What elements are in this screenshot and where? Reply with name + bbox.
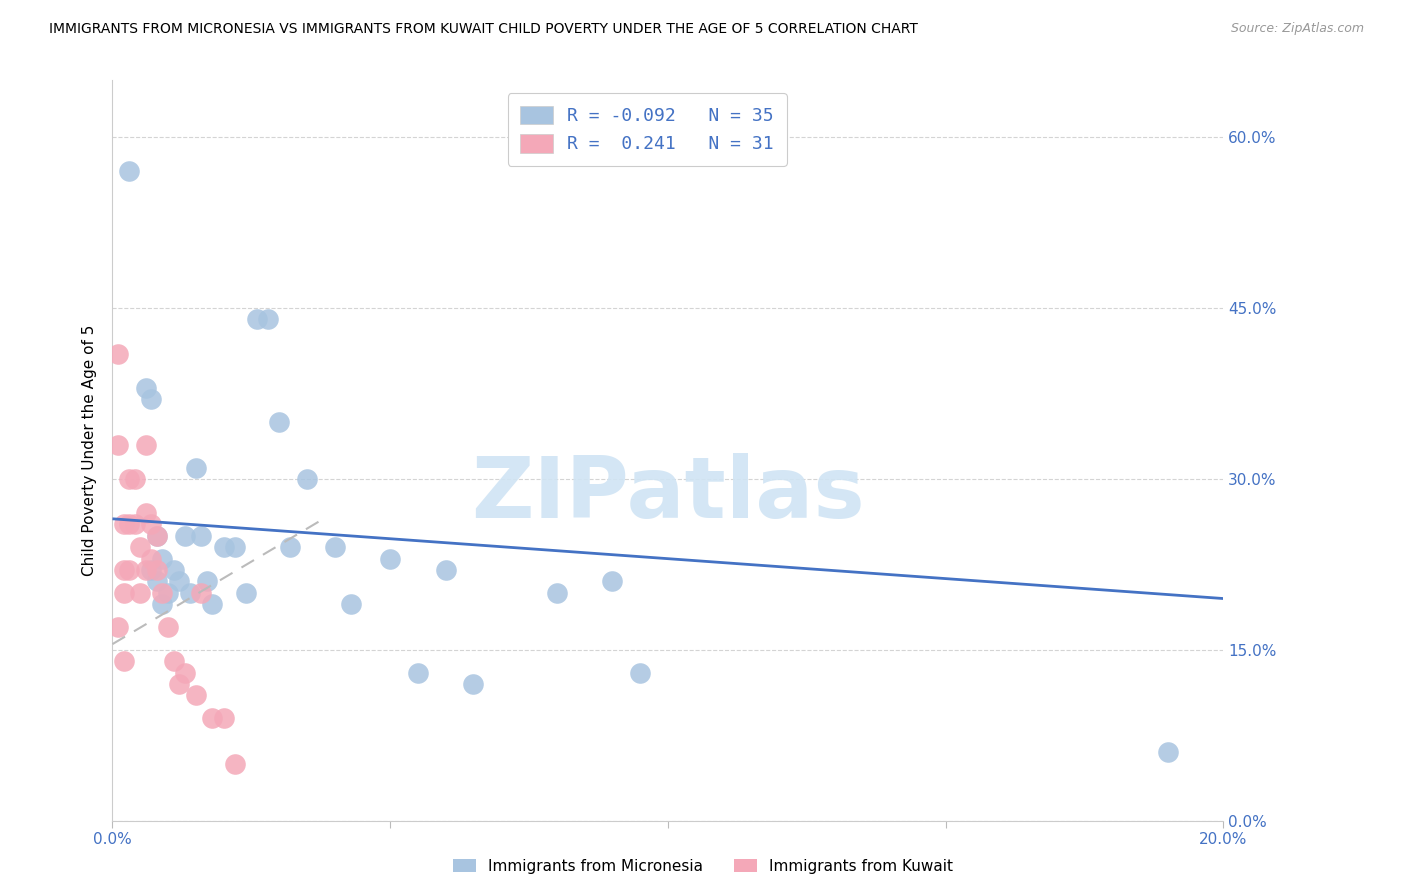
Point — [167, 574, 190, 589]
Point — [380, 551, 402, 566]
Point — [173, 665, 195, 680]
Point — [118, 517, 141, 532]
Point — [141, 517, 163, 532]
Point — [212, 711, 235, 725]
Point — [1156, 745, 1178, 759]
Point — [112, 563, 135, 577]
Point — [340, 597, 363, 611]
Point — [184, 689, 207, 703]
Point — [146, 529, 169, 543]
Point — [112, 654, 135, 668]
Point — [107, 620, 129, 634]
Point — [212, 541, 235, 555]
Point — [152, 597, 174, 611]
Legend: R = -0.092   N = 35, R =  0.241   N = 31: R = -0.092 N = 35, R = 0.241 N = 31 — [508, 93, 786, 166]
Point — [162, 654, 184, 668]
Point — [224, 541, 246, 555]
Point — [546, 586, 568, 600]
Point — [112, 586, 135, 600]
Y-axis label: Child Poverty Under the Age of 5: Child Poverty Under the Age of 5 — [82, 325, 97, 576]
Point — [129, 541, 152, 555]
Point — [201, 597, 224, 611]
Point — [118, 563, 141, 577]
Point — [173, 529, 195, 543]
Point — [135, 506, 157, 520]
Text: IMMIGRANTS FROM MICRONESIA VS IMMIGRANTS FROM KUWAIT CHILD POVERTY UNDER THE AGE: IMMIGRANTS FROM MICRONESIA VS IMMIGRANTS… — [49, 22, 918, 37]
Point — [184, 460, 207, 475]
Point — [257, 312, 280, 326]
Point — [129, 586, 152, 600]
Point — [146, 563, 169, 577]
Point — [124, 472, 146, 486]
Point — [195, 574, 218, 589]
Legend: Immigrants from Micronesia, Immigrants from Kuwait: Immigrants from Micronesia, Immigrants f… — [447, 853, 959, 880]
Point — [224, 756, 246, 771]
Point — [246, 312, 269, 326]
Point — [141, 551, 163, 566]
Point — [162, 563, 184, 577]
Point — [267, 415, 291, 429]
Point — [157, 620, 180, 634]
Point — [278, 541, 301, 555]
Point — [135, 438, 157, 452]
Point — [118, 472, 141, 486]
Point — [179, 586, 201, 600]
Point — [118, 164, 141, 178]
Point — [152, 586, 174, 600]
Point — [135, 381, 157, 395]
Text: ZIPatlas: ZIPatlas — [471, 453, 865, 536]
Point — [323, 541, 346, 555]
Point — [141, 392, 163, 407]
Point — [112, 517, 135, 532]
Point — [201, 711, 224, 725]
Point — [463, 677, 485, 691]
Point — [167, 677, 190, 691]
Point — [190, 529, 212, 543]
Point — [107, 438, 129, 452]
Point — [602, 574, 624, 589]
Point — [141, 563, 163, 577]
Point — [124, 517, 146, 532]
Point — [628, 665, 651, 680]
Point — [434, 563, 457, 577]
Text: Source: ZipAtlas.com: Source: ZipAtlas.com — [1230, 22, 1364, 36]
Point — [146, 574, 169, 589]
Point — [157, 586, 180, 600]
Point — [152, 551, 174, 566]
Point — [135, 563, 157, 577]
Point — [107, 346, 129, 360]
Point — [235, 586, 257, 600]
Point — [146, 529, 169, 543]
Point — [295, 472, 318, 486]
Point — [190, 586, 212, 600]
Point — [406, 665, 429, 680]
